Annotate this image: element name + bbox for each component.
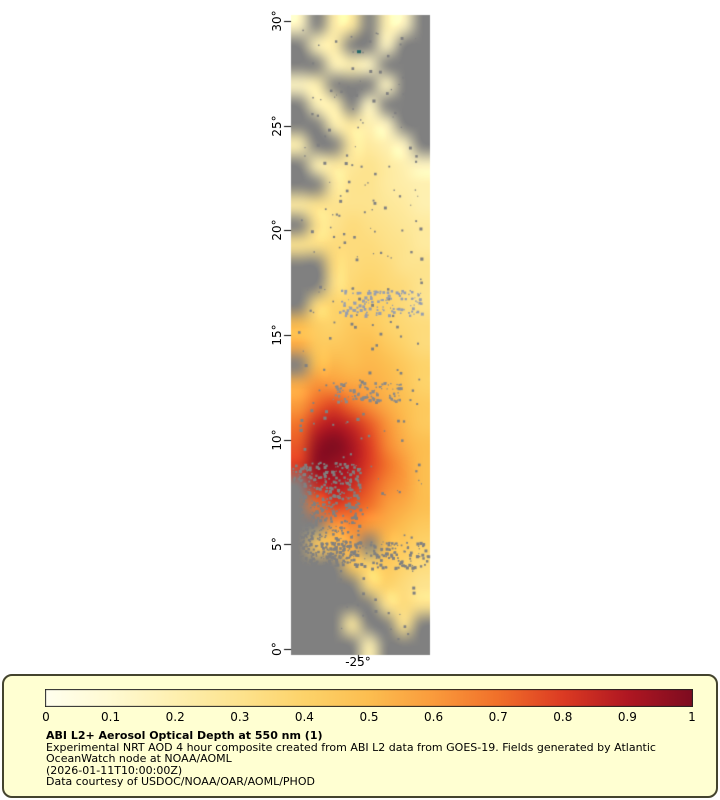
colorbar-tick-label: 0.2 xyxy=(165,710,185,724)
legend-title: ABI L2+ Aerosol Optical Depth at 550 nm … xyxy=(46,729,323,742)
colorbar-tick-label: 0.3 xyxy=(230,710,250,724)
colorbar xyxy=(45,689,693,707)
lat-tick-label: 25° xyxy=(270,115,284,137)
aod-map xyxy=(281,13,431,663)
legend-line: Data courtesy of USDOC/NOAA/OAR/AOML/PHO… xyxy=(46,775,315,789)
colorbar-tick-label: 0.6 xyxy=(424,710,444,724)
lat-tick-label: 10° xyxy=(270,428,284,451)
colorbar-tick-label: 0.9 xyxy=(617,710,637,724)
legend-line: OceanWatch node at NOAA/AOML xyxy=(46,752,232,766)
lat-tick-label: 30° xyxy=(270,10,284,32)
colorbar-tick-label: 0.1 xyxy=(101,710,121,724)
colorbar-tick-label: 1 xyxy=(688,710,696,724)
legend-panel: 0 0.1 0.2 0.3 0.4 0.5 0.6 0.7 0.8 0.9 1 ABI L2+ Ae… xyxy=(2,674,718,798)
lat-tick-label: 15° xyxy=(270,324,284,346)
lat-tick-label: 5° xyxy=(270,537,284,551)
lat-tick-label: 20° xyxy=(270,219,284,242)
colorbar-tick-label: 0 xyxy=(42,710,50,724)
colorbar-tick-label: 0.8 xyxy=(553,710,573,724)
legend-line: (2026-01-11T10:00:00Z) xyxy=(46,763,183,777)
colorbar-tick-label: 0.5 xyxy=(359,710,379,724)
colorbar-tick-label: 0.7 xyxy=(488,710,508,724)
colorbar-tick-label: 0.4 xyxy=(294,710,314,724)
legend-line: Experimental NRT AOD 4 hour composite cr… xyxy=(46,740,656,754)
lon-tick-label: -25° xyxy=(345,655,371,669)
legend-text-block: ABI L2+ Aerosol Optical Depth at 550 nm … xyxy=(46,730,656,788)
lat-tick-label: 0° xyxy=(270,641,284,656)
